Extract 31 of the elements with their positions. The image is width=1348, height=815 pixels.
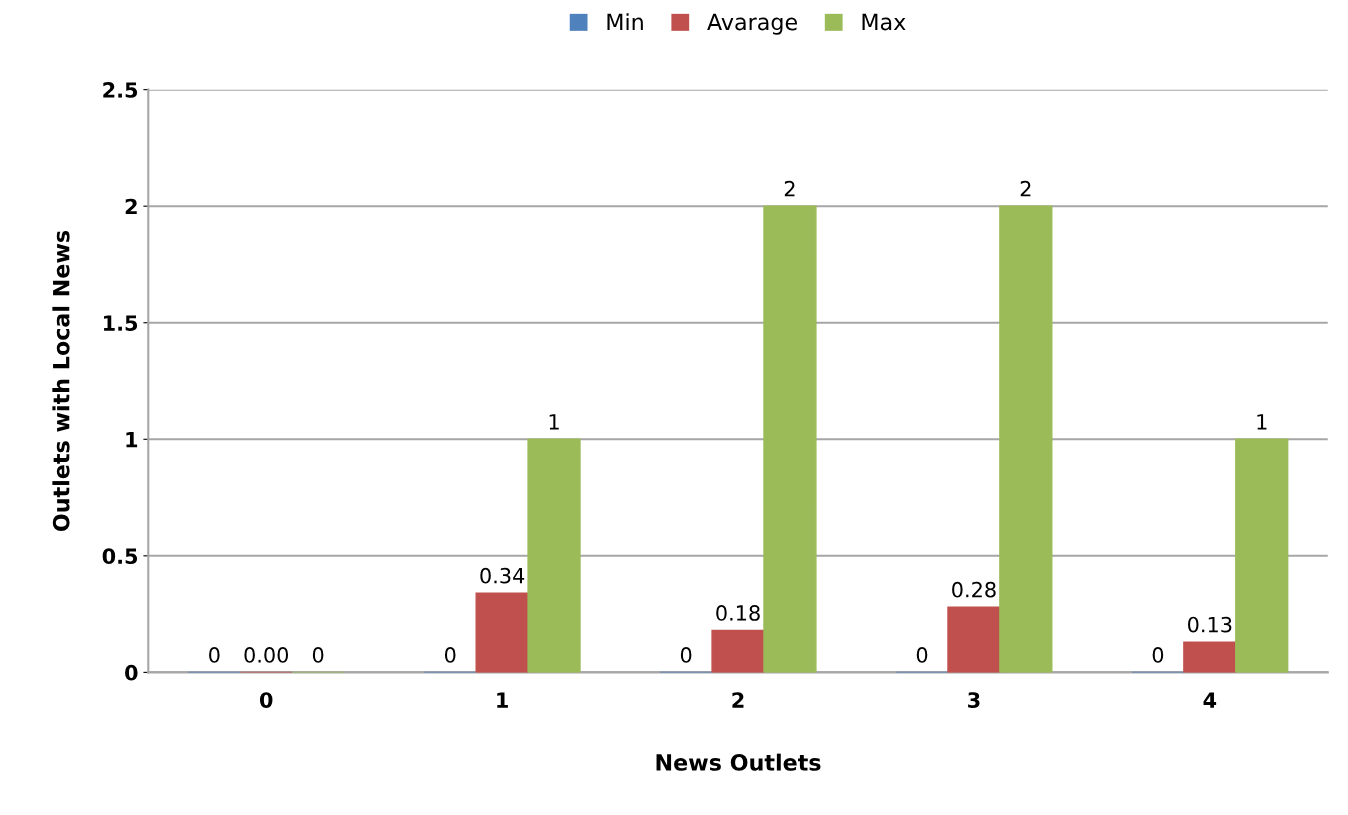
data-label: 0 (312, 647, 324, 663)
x-tick-label: 0 (259, 692, 273, 708)
y-tick-label: 1 (126, 432, 138, 448)
legend-label: Min (607, 13, 643, 31)
data-label: 2 (784, 180, 795, 197)
y-tick-label: 2.5 (103, 82, 138, 98)
x-tick-label: 3 (968, 692, 980, 708)
data-label: 2 (1020, 180, 1031, 197)
x-tick-label: 2 (732, 692, 744, 708)
data-label: 0.28 (952, 581, 996, 598)
legend-label: Max (862, 13, 906, 31)
data-label: 1 (549, 414, 559, 430)
data-label: 0.18 (716, 605, 760, 621)
x-tick-label: 4 (1203, 692, 1217, 708)
y-tick-label: 2 (125, 198, 137, 215)
data-label: 0.13 (1188, 616, 1232, 633)
data-label: 0 (916, 647, 928, 663)
legend-label: Avarage (707, 13, 797, 35)
data-label: 0 (209, 647, 220, 663)
data-label: 0.00 (244, 647, 289, 663)
data-label: 0 (1152, 647, 1164, 663)
y-tick-label: 1.5 (104, 315, 138, 331)
y-axis-title: Outlets with Local News (52, 230, 70, 532)
data-label: 0 (680, 647, 692, 663)
y-tick-label: 0 (125, 664, 138, 681)
x-tick-label: 1 (497, 692, 508, 708)
x-axis-title: News Outlets (656, 753, 821, 771)
data-label: 0 (444, 647, 456, 663)
data-label: 0.34 (480, 567, 525, 584)
y-tick-label: 0.5 (102, 548, 138, 565)
data-label: 1 (1257, 414, 1267, 430)
